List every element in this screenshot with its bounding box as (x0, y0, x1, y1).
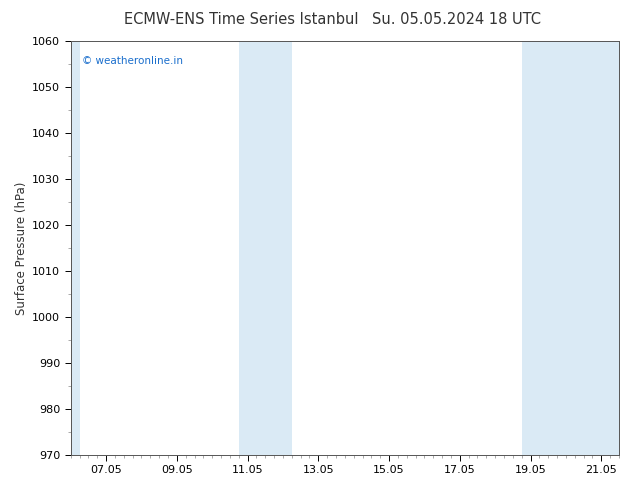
Text: ECMW-ENS Time Series Istanbul: ECMW-ENS Time Series Istanbul (124, 12, 358, 27)
Bar (71, 41, 79, 455)
Y-axis label: Surface Pressure (hPa): Surface Pressure (hPa) (15, 181, 28, 315)
Text: © weatheronline.in: © weatheronline.in (82, 55, 183, 66)
Text: Su. 05.05.2024 18 UTC: Su. 05.05.2024 18 UTC (372, 12, 541, 27)
Bar (239, 41, 292, 455)
Bar (522, 41, 619, 455)
